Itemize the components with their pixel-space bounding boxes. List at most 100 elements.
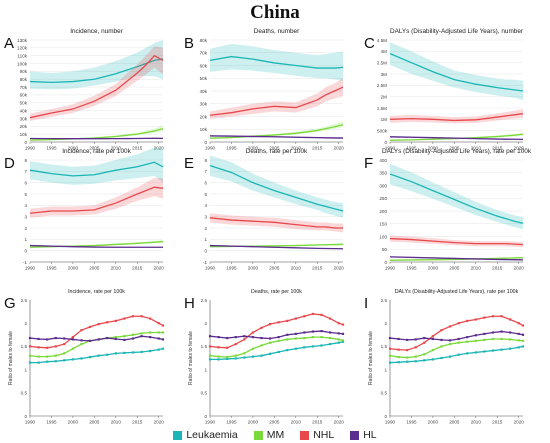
x-tick-label: 2005 — [449, 420, 460, 425]
series-line-nhl — [29, 315, 164, 349]
data-point-nhl — [37, 346, 40, 349]
series-line-hl — [209, 244, 344, 250]
data-point-hl — [337, 332, 340, 335]
x-tick-label: 2020 — [334, 420, 345, 425]
y-tick-label: 4 — [204, 203, 207, 208]
data-point-nhl — [440, 329, 443, 332]
data-point-nhl — [88, 325, 92, 329]
data-point-hl — [217, 336, 220, 339]
data-point-leukaemia — [311, 345, 315, 348]
data-point-nhl — [311, 312, 315, 316]
series-line-mm — [389, 133, 524, 141]
y-tick-label: 3 — [24, 214, 27, 219]
data-point-hl — [80, 339, 83, 342]
data-point-leukaemia — [80, 357, 83, 360]
data-point-nhl — [517, 322, 520, 325]
data-point-leukaemia — [149, 349, 152, 353]
data-point-mm — [311, 336, 315, 339]
data-point-hl — [341, 332, 345, 335]
data-point-leukaemia — [320, 344, 323, 347]
x-tick-label: 1990 — [385, 266, 396, 271]
panel-letter: F — [364, 155, 373, 172]
data-point-mm — [226, 355, 229, 359]
uncertainty-band-nhl — [210, 78, 343, 120]
x-tick-label: 2020 — [334, 266, 345, 271]
data-point-leukaemia — [268, 352, 272, 355]
y-tick-label: 70k — [200, 51, 208, 56]
x-tick-label: 1995 — [46, 266, 57, 271]
y-tick-label: 3M — [381, 72, 388, 77]
legend-swatch — [253, 430, 263, 440]
data-point-hl — [286, 333, 289, 336]
data-point-mm — [329, 336, 332, 340]
data-point-nhl — [509, 318, 512, 321]
panel-letter: H — [184, 295, 195, 312]
y-tick-label: 2 — [204, 226, 207, 231]
data-point-hl — [388, 336, 392, 340]
y-tick-label: 0.5 — [201, 391, 208, 396]
panel-c: C DALYs (Disability-Adjusted Life Years),… — [364, 28, 524, 151]
data-point-mm — [431, 349, 435, 352]
y-tick-label: 200 — [379, 209, 387, 214]
y-tick-label: 20k — [200, 114, 208, 119]
data-point-leukaemia — [448, 355, 452, 358]
data-point-mm — [397, 355, 400, 359]
x-tick-label: 2000 — [248, 146, 259, 151]
series-line-leukaemia — [389, 53, 524, 92]
uncertainty-band-leukaemia — [30, 40, 163, 90]
y-tick-label: 350 — [379, 171, 387, 176]
x-tick-label: 1995 — [226, 146, 237, 151]
x-tick-label: 2020 — [334, 146, 345, 151]
panel-letter: I — [364, 295, 368, 312]
y-tick-label: 250 — [379, 196, 387, 201]
data-point-hl — [294, 332, 297, 335]
data-point-leukaemia — [414, 360, 417, 363]
x-tick-label: 2010 — [471, 146, 482, 151]
x-tick-label: 2010 — [471, 420, 482, 425]
y-tick-label: 40k — [20, 108, 28, 113]
y-tick-label: 1 — [204, 237, 207, 242]
data-point-nhl — [500, 315, 503, 318]
data-point-mm — [491, 337, 495, 341]
data-point-leukaemia — [140, 350, 143, 354]
data-point-mm — [28, 354, 32, 357]
panel-title: DALYs (Disability-Adjusted Life Years), … — [390, 28, 524, 35]
legend-swatch — [300, 430, 310, 440]
data-point-mm — [80, 342, 83, 346]
y-tick-label: 80k — [200, 38, 208, 43]
x-tick-label: 1995 — [406, 146, 417, 151]
x-tick-label: 2015 — [132, 420, 143, 425]
data-point-mm — [157, 331, 160, 334]
series-line-leukaemia — [389, 173, 524, 224]
data-point-leukaemia — [63, 359, 66, 362]
data-point-mm — [341, 339, 345, 342]
y-tick-label: 10k — [20, 132, 28, 137]
x-tick-label: 2015 — [312, 266, 323, 271]
x-tick-label: 1995 — [406, 420, 417, 425]
series-line-nhl — [389, 315, 524, 351]
data-point-mm — [406, 356, 409, 359]
y-tick-label: 5 — [24, 192, 27, 197]
series-line-nhl — [389, 113, 524, 122]
x-tick-label: 2015 — [312, 420, 323, 425]
series-line-mm — [209, 124, 344, 139]
data-point-leukaemia — [341, 340, 345, 343]
data-point-mm — [474, 339, 477, 342]
x-tick-label: 2005 — [449, 266, 460, 271]
series-line-leukaemia — [209, 55, 344, 69]
data-point-mm — [388, 354, 392, 357]
data-point-leukaemia — [303, 346, 306, 349]
y-tick-label: 2 — [24, 321, 27, 326]
y-tick-label: 0.5 — [21, 391, 28, 396]
data-point-hl — [517, 332, 520, 335]
series-line-leukaemia — [209, 165, 344, 212]
data-point-mm — [149, 331, 152, 334]
y-tick-label: 2 — [384, 321, 387, 326]
x-tick-label: 1990 — [385, 420, 396, 425]
series-line-nhl — [389, 237, 524, 246]
data-point-hl — [161, 338, 165, 341]
y-tick-label: 2 — [24, 226, 27, 231]
y-tick-label: 2.5 — [21, 298, 28, 303]
data-point-hl — [448, 339, 452, 342]
data-point-leukaemia — [294, 347, 297, 350]
